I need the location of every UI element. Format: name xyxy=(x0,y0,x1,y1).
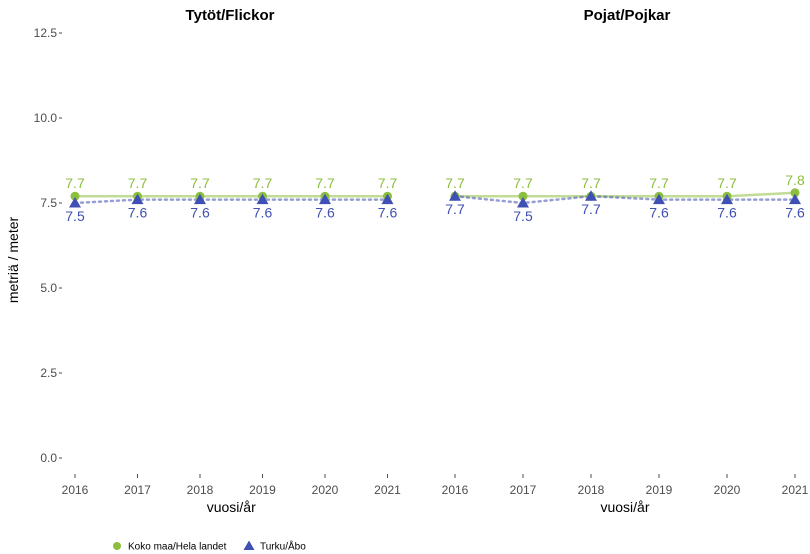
point-turku xyxy=(381,193,394,205)
data-label-turku: 7.6 xyxy=(315,205,335,221)
data-label-turku: 7.6 xyxy=(717,205,737,221)
data-label-koko: 7.7 xyxy=(253,175,273,191)
point-turku xyxy=(517,197,529,208)
y-tick-label: 10.0 xyxy=(34,111,58,125)
series-line-turku xyxy=(73,198,389,205)
x-tick-label: 2018 xyxy=(578,483,605,497)
data-label-koko: 7.7 xyxy=(315,175,335,191)
chart-panels: 0.0 2.5 5.0 7.5 10.0 12.5 Tytöt/Flickor 2016 201… xyxy=(34,7,809,515)
legend-label-turku: Turku/Åbo xyxy=(260,540,306,553)
point-turku xyxy=(194,193,206,205)
panel-2: Pojat/Pojkar 2016 2017 2018 2019 2020 2021 vuos… xyxy=(442,7,809,515)
x-tick-label: 2019 xyxy=(646,483,673,497)
point-turku xyxy=(789,193,801,205)
x-tick-label: 2020 xyxy=(312,483,339,497)
panel-title: Pojat/Pojkar xyxy=(584,7,671,24)
x-axis-title: vuosi/år xyxy=(600,499,649,515)
y-tick-label: 12.5 xyxy=(34,26,58,40)
point-turku xyxy=(721,193,733,205)
data-label-turku: 7.6 xyxy=(128,205,148,221)
data-label-koko: 7.7 xyxy=(717,175,737,191)
y-tick-label: 5.0 xyxy=(40,281,57,295)
point-turku xyxy=(131,193,144,205)
data-label-turku: 7.5 xyxy=(65,208,85,224)
y-axis-ticks: 0.0 2.5 5.0 7.5 10.0 12.5 xyxy=(34,26,62,465)
data-label-turku: 7.5 xyxy=(513,208,533,224)
point-turku xyxy=(449,190,461,201)
x-tick-label: 2017 xyxy=(510,483,537,497)
data-label-koko: 7.7 xyxy=(445,175,465,191)
y-axis-title: metriä / meter xyxy=(5,216,21,303)
data-label-koko: 7.7 xyxy=(649,175,669,191)
legend-marker-koko xyxy=(113,542,121,550)
data-label-turku: 7.6 xyxy=(649,205,669,221)
y-tick-label: 7.5 xyxy=(40,196,57,210)
x-tick-label: 2016 xyxy=(442,483,469,497)
data-label-turku: 7.7 xyxy=(445,201,465,217)
point-koko xyxy=(518,191,528,201)
series-line-turku xyxy=(453,194,797,205)
data-label-koko: 7.7 xyxy=(581,175,601,191)
data-label-turku: 7.6 xyxy=(190,205,210,221)
data-label-turku: 7.6 xyxy=(785,205,805,221)
x-tick-label: 2020 xyxy=(714,483,741,497)
data-label-koko: 7.7 xyxy=(65,175,85,191)
x-tick-label: 2017 xyxy=(124,483,151,497)
x-axis-title: vuosi/år xyxy=(207,499,256,515)
x-tick-label: 2021 xyxy=(782,483,809,497)
point-turku xyxy=(585,190,597,201)
data-label-koko: 7.7 xyxy=(513,175,533,191)
point-turku xyxy=(256,193,269,205)
y-tick-label: 2.5 xyxy=(40,366,57,380)
panel-title: Tytöt/Flickor xyxy=(186,7,275,24)
legend: Koko maa/Hela landet Turku/Åbo xyxy=(113,540,306,553)
data-label-turku: 7.7 xyxy=(581,201,601,217)
data-label-turku: 7.6 xyxy=(378,205,398,221)
legend-label-koko: Koko maa/Hela landet xyxy=(128,542,227,553)
point-koko xyxy=(790,188,800,198)
data-label-koko: 7.7 xyxy=(128,175,148,191)
series-line-koko xyxy=(455,191,796,198)
panel-1: Tytöt/Flickor 2016 2017 2018 2019 2020 2021 vuo… xyxy=(62,7,402,515)
data-label-koko: 7.7 xyxy=(190,175,210,191)
data-label-koko: 7.7 xyxy=(378,175,398,191)
y-tick-label: 0.0 xyxy=(40,451,57,465)
point-turku xyxy=(69,197,81,208)
x-tick-label: 2021 xyxy=(374,483,401,497)
point-koko xyxy=(70,191,80,201)
x-tick-label: 2018 xyxy=(187,483,214,497)
legend-marker-turku xyxy=(243,540,255,550)
x-tick-label: 2016 xyxy=(62,483,89,497)
x-tick-label: 2019 xyxy=(249,483,276,497)
data-label-turku: 7.6 xyxy=(253,205,273,221)
point-turku xyxy=(319,193,331,205)
data-label-koko: 7.8 xyxy=(785,172,805,188)
point-turku xyxy=(653,193,665,205)
